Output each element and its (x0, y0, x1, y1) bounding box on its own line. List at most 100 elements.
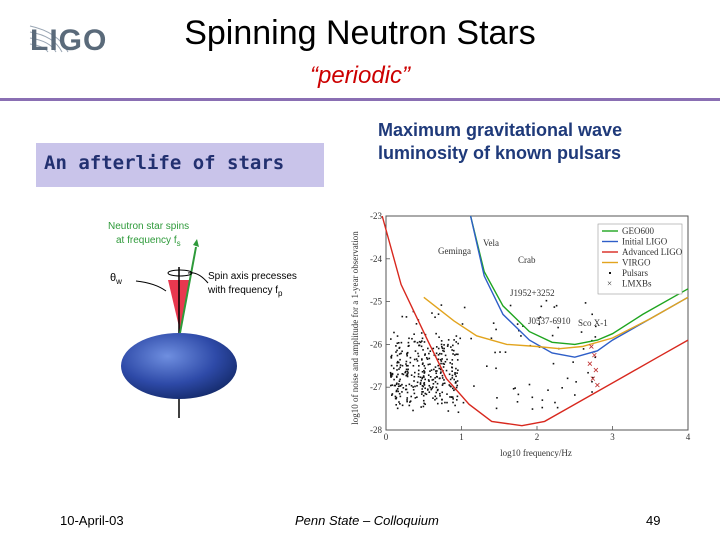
pulsar-point (418, 340, 421, 343)
pulsar-point (441, 345, 443, 348)
pulsar-point (424, 367, 427, 370)
pulsar-point (390, 364, 393, 367)
pulsar-point (440, 362, 442, 365)
pulsar-point (397, 361, 400, 364)
pulsar-point (395, 383, 398, 386)
pulsar-point (395, 390, 398, 393)
x-tick-label: 1 (459, 432, 464, 442)
pulsar-point (393, 384, 396, 387)
pulsar-point (440, 304, 443, 306)
pulsar-point (444, 354, 447, 357)
pulsar-point (406, 354, 408, 357)
pulsar-point (422, 349, 424, 351)
pulsar-point (427, 374, 430, 376)
pulsar-point (452, 353, 454, 355)
pulsar-point (400, 341, 403, 344)
pulsar-point (409, 361, 412, 364)
precess-pointer (187, 272, 209, 284)
pulsar-point (455, 335, 458, 337)
pulsar-point (591, 376, 594, 379)
pulsar-point (457, 411, 460, 414)
pulsar-point (422, 405, 425, 408)
pulsar-point (393, 331, 395, 334)
pulsar-point (454, 404, 456, 407)
pulsar-point (389, 384, 392, 387)
pulsar-point (439, 368, 442, 371)
pulsar-point (434, 316, 436, 319)
pulsar-point (456, 372, 458, 374)
neutron-star-illustration: Neutron star spins at frequency fs θw Sp… (108, 221, 297, 418)
pulsar-point (398, 380, 401, 383)
pulsar-point (396, 342, 399, 345)
pulsar-point (591, 380, 593, 383)
curve-advanced-ligo (381, 215, 689, 427)
pulsar-point (405, 363, 407, 365)
pulsar-point (435, 346, 438, 348)
pulsar-point (395, 389, 398, 392)
pulsar-point (431, 379, 434, 381)
pulsar-point (438, 336, 440, 339)
pulsar-point (409, 400, 412, 402)
pulsar-point (413, 392, 416, 395)
afterlife-text: An afterlife of stars (44, 152, 285, 174)
spin-label-line2: at frequency fs (116, 235, 181, 248)
pulsar-point (406, 370, 409, 373)
pulsar-point (397, 383, 400, 385)
pulsar-point (421, 340, 423, 342)
pulsar-point (422, 399, 425, 402)
pulsar-point (540, 305, 543, 308)
pulsar-point (421, 337, 424, 340)
pulsar-point (455, 341, 458, 343)
pulsar-point (451, 396, 454, 398)
pulsar-point (410, 384, 413, 387)
pulsar-point (440, 340, 443, 342)
pulsar-point (454, 372, 456, 374)
pulsar-point (453, 339, 455, 341)
pulsar-point (448, 373, 451, 376)
pulsar-point (436, 382, 439, 385)
pulsar-point (424, 403, 427, 406)
neutron-star-ellipsoid (121, 333, 237, 399)
pulsar-point (455, 386, 458, 389)
pulsar-point (436, 402, 439, 405)
pulsar-point (397, 385, 400, 388)
pulsar-point (516, 323, 519, 325)
pulsar-point (406, 374, 409, 376)
pulsar-point (416, 384, 418, 387)
pulsar-point (420, 379, 423, 382)
pulsar-point (398, 353, 401, 355)
pulsar-point (528, 383, 531, 386)
pulsar-point (389, 371, 392, 374)
legend-entry: Advanced LIGO (622, 247, 683, 257)
y-axis-label: log10 of noise and amplitude for a 1-yea… (350, 231, 360, 425)
pulsar-point (396, 364, 398, 367)
pulsar-point (428, 384, 431, 387)
pulsar-point (429, 363, 431, 365)
pulsar-point (396, 354, 399, 357)
pulsar-point (455, 375, 457, 378)
pulsar-point (396, 407, 399, 410)
pulsar-point (437, 347, 440, 350)
pulsar-point (404, 370, 407, 373)
pulsar-point (551, 334, 554, 337)
pulsar-point (495, 328, 497, 331)
pulsar-point (541, 399, 544, 401)
pulsar-point (408, 404, 411, 407)
pulsar-point (437, 364, 439, 367)
pulsar-point (423, 341, 426, 343)
pulsar-point (420, 345, 423, 348)
pulsar-point (428, 352, 430, 355)
pulsar-point (453, 389, 455, 392)
pulsar-point (538, 317, 540, 320)
pulsar-point (408, 383, 411, 386)
pulsar-point (400, 352, 402, 355)
pulsar-point (462, 401, 465, 404)
pulsar-point (441, 377, 444, 379)
legend-entry: VIRGO (622, 258, 651, 268)
pulsar-point (390, 376, 392, 378)
pulsar-point (541, 406, 544, 409)
pulsar-point (396, 360, 399, 363)
pulsar-point (394, 397, 397, 400)
pulsar-point (428, 380, 430, 382)
pulsar-point (514, 387, 516, 389)
